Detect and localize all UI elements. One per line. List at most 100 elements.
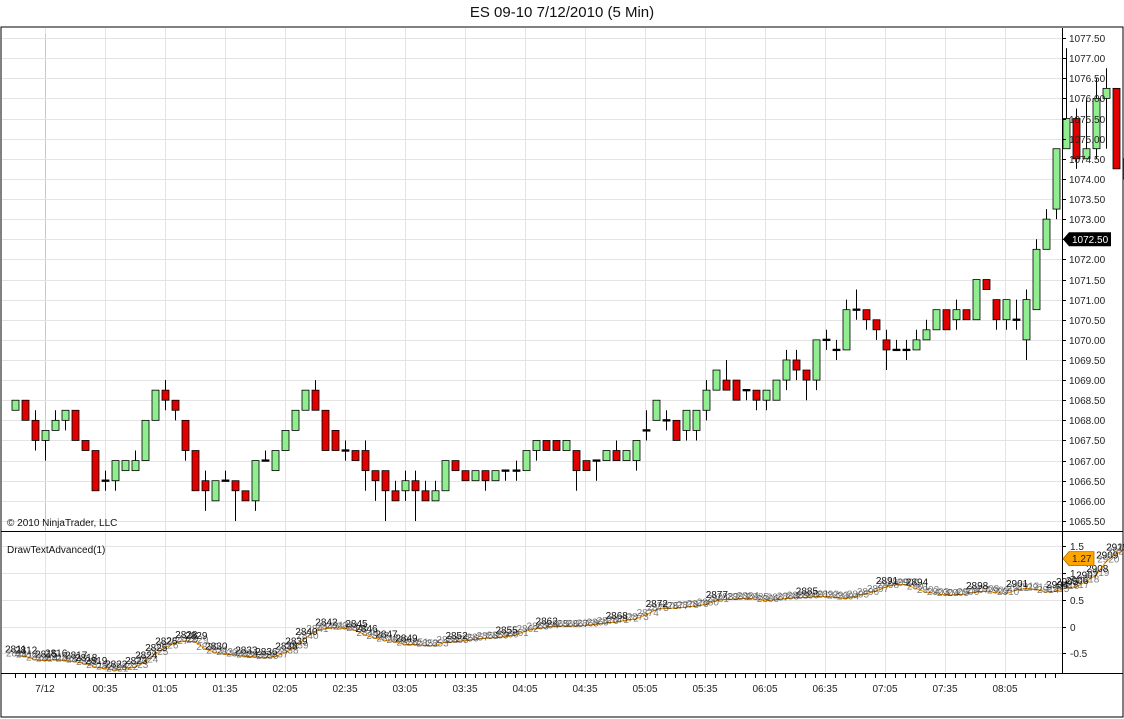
indicator-bar-number: 2850	[396, 638, 419, 649]
indicator-tick-label: 0	[1070, 623, 1076, 634]
candle-down	[872, 319, 881, 331]
indicator-bar-number: 2873	[627, 612, 650, 623]
candle-up	[622, 450, 631, 461]
candle-up	[702, 389, 711, 411]
indicator-bar-number: 2836	[256, 651, 279, 662]
price-tick-label: 1073.50	[1069, 195, 1106, 206]
copyright-text: © 2010 NinjaTrader, LLC	[7, 518, 117, 529]
indicator-tick-label: -0.5	[1070, 649, 1088, 660]
time-tick-label: 03:35	[452, 684, 477, 695]
candle-up	[912, 339, 921, 351]
indicator-line	[14, 549, 1124, 671]
price-tick-label: 1076.00	[1069, 94, 1106, 105]
indicator-text-label: 2818	[75, 653, 98, 664]
indicator-text-label: 2894	[906, 577, 929, 588]
indicator-text-label: 2819	[85, 656, 108, 667]
candle-up	[281, 429, 290, 451]
candle-up	[772, 379, 781, 401]
candle-down	[672, 419, 681, 441]
indicator-bar-number: 2840	[296, 631, 319, 642]
indicator-bar-number: 2848	[376, 633, 399, 644]
indicator-bar-number: 2877	[667, 601, 690, 612]
candle-up	[1052, 148, 1061, 210]
indicator-text-label: 2906	[1066, 576, 1089, 587]
indicator-bar-number: 2902	[917, 585, 940, 596]
indicator-bar-number: 2920	[1097, 555, 1120, 566]
candle-down	[161, 389, 170, 401]
candle-up	[151, 389, 160, 421]
candle-down	[21, 399, 30, 421]
price-tick-label: 1075.50	[1069, 115, 1106, 126]
indicator-text-label: 2812	[15, 645, 38, 656]
candle-down	[882, 339, 891, 351]
indicator-bar-number: 2869	[587, 617, 610, 628]
candle-up	[491, 470, 500, 482]
candle-down	[71, 409, 80, 441]
price-tick-label: 1066.50	[1069, 477, 1106, 488]
time-tick-label: 06:05	[752, 684, 777, 695]
candle-up	[501, 469, 510, 472]
indicator-bar-number: 2914	[1037, 585, 1060, 596]
indicator-bar-number: 2845	[346, 623, 369, 634]
candle-up	[291, 409, 300, 431]
candle-up	[401, 480, 410, 492]
indicator-bar-number: 2816	[56, 654, 79, 665]
indicator-bar-number: 2905	[947, 588, 970, 599]
indicator-bar-number: 2823	[126, 660, 149, 671]
candle-up	[602, 450, 611, 461]
candle-up	[892, 348, 901, 352]
time-tick-label: 07:05	[872, 684, 897, 695]
indicator-last-label: 1.27	[1072, 554, 1092, 565]
candle-up	[101, 479, 110, 482]
indicator-bar-number: 2908	[977, 584, 1000, 595]
price-tick-label: 1066.00	[1069, 497, 1106, 508]
candle-up	[822, 338, 831, 342]
indicator-bar-number: 2811	[6, 648, 28, 659]
candle-up	[782, 359, 791, 381]
time-tick-label: 06:35	[812, 684, 837, 695]
indicator-bar-number: 2900	[897, 578, 920, 589]
price-tick-label: 1065.50	[1069, 517, 1106, 528]
indicator-bar-number: 2846	[356, 628, 379, 639]
candle-up	[842, 309, 851, 351]
candle-up	[1002, 299, 1011, 321]
candle-up	[261, 459, 270, 462]
time-tick-label: 01:35	[212, 684, 237, 695]
candle-up	[341, 449, 350, 452]
indicator-bar-number: 2883	[727, 592, 750, 603]
candle-up	[712, 369, 721, 391]
indicator-bar-number: 2854	[436, 635, 459, 646]
candle-down	[542, 440, 551, 451]
indicator-bar-number: 2838	[276, 646, 299, 657]
indicator-bar-number: 2913	[1027, 583, 1050, 594]
indicator-bar-number: 2834	[236, 649, 259, 660]
price-tick-label: 1069.00	[1069, 376, 1106, 387]
indicator-text-label: 2838	[275, 642, 298, 653]
indicator-bar-number: 2892	[817, 589, 840, 600]
indicator-bar-number: 2910	[997, 587, 1020, 598]
candle-up	[902, 348, 911, 352]
candle-up	[922, 329, 931, 341]
price-tick-label: 1074.50	[1069, 155, 1106, 166]
indicator-text-label: 2830	[205, 642, 228, 653]
indicator-bar-number: 2839	[286, 640, 309, 651]
indicator-bar-number: 2824	[136, 655, 159, 666]
indicator-text-label: 2817	[65, 651, 88, 662]
indicator-bar-number: 2901	[907, 581, 930, 592]
indicator-text-label: 2911	[1106, 543, 1124, 554]
indicator-bar-number: 2849	[386, 635, 409, 646]
indicator-bar-number: 2858	[476, 631, 499, 642]
candle-down	[862, 309, 871, 321]
indicator-text-label: 2833	[235, 645, 258, 656]
indicator-tick-label: 1	[1070, 569, 1076, 580]
indicator-bar-number: 2904	[937, 588, 960, 599]
time-tick-label: 04:05	[512, 684, 537, 695]
indicator-text-label: 2839	[285, 636, 308, 647]
indicator-bar-number: 2906	[957, 587, 980, 598]
indicator-bar-number: 2825	[146, 647, 169, 658]
candle-down	[421, 490, 430, 502]
candle-down	[982, 279, 991, 290]
indicator-bar-number: 2841	[306, 624, 329, 635]
indicator-text-label: 2855	[495, 626, 518, 637]
